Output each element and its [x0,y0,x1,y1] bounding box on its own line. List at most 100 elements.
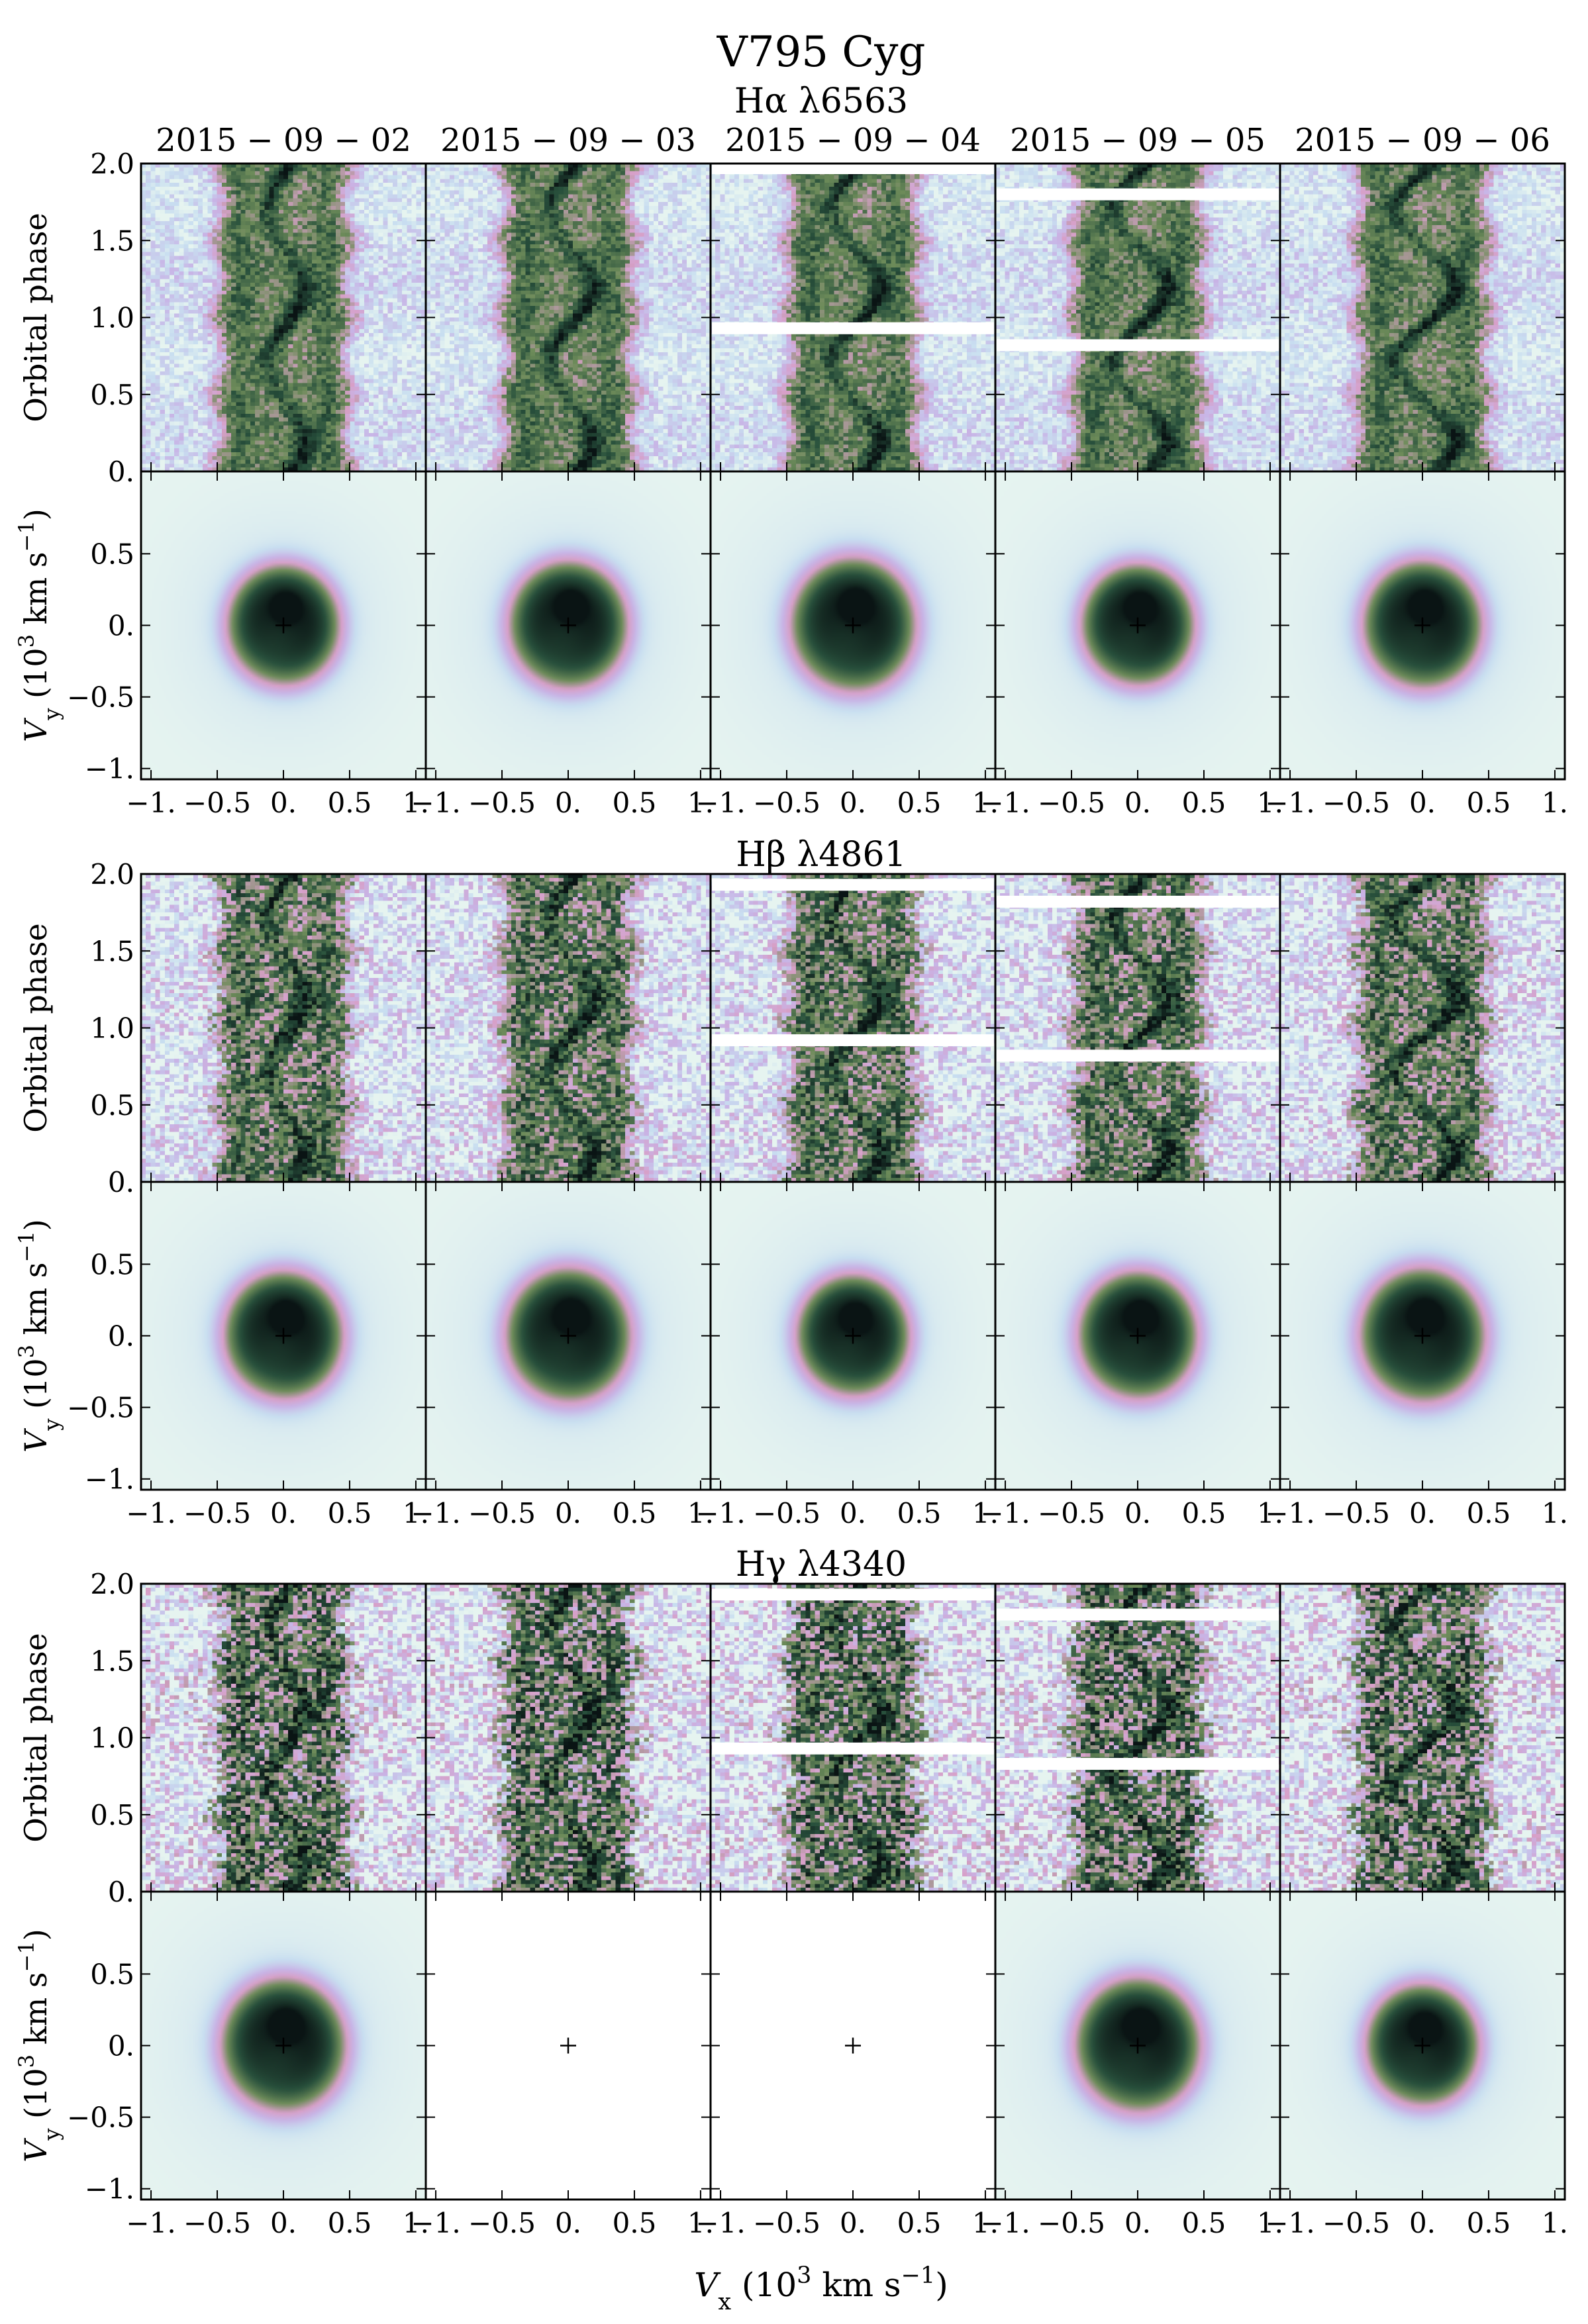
data-gap-bar [712,879,994,891]
vx-tick-label: −0.5 [753,1497,820,1529]
y-axis-label: Vy (103 km s−1) [14,1219,64,1453]
data-gap-bar [997,895,1279,908]
vx-tick-label: −1. [695,2207,745,2239]
vx-tick-label: 0.5 [1182,787,1226,819]
line-block: Hγ λ4340 Orbital phase Vy (103 km s−1) 0. 0.… [14,1545,1568,2239]
center-of-mass-marker [845,2037,861,2054]
center-of-mass-marker [1130,617,1146,634]
vy-tick-label: −1. [85,2173,134,2205]
line-block: Hβ λ4861 Orbital phase Vy (103 km s−1) 0. 0.… [14,835,1568,1529]
phase-tick-label: 1.5 [90,224,134,257]
vx-tick-label: 0. [840,2207,866,2239]
vy-tick-label: −1. [85,753,134,785]
vx-tick-label: 0.5 [1467,787,1511,819]
vx-tick-label: 0. [840,1497,866,1529]
y-axis-label-phase: Orbital phase [18,1633,54,1842]
trailed-spectrum [711,874,995,1182]
vy-tick-label: 0. [108,2030,134,2062]
vx-tick-label: 0. [1124,787,1151,819]
trailed-spectrum [426,874,711,1182]
vx-tick-label: 1. [1542,2207,1568,2239]
vx-tick-label: −1. [1265,1497,1315,1529]
trailed-spectrum [995,1584,1280,1892]
center-of-mass-marker [1414,617,1430,634]
vy-tick-label: −0.5 [67,681,134,714]
phase-tick-label: 0.5 [90,379,134,411]
vx-tick-label: 0. [555,787,581,819]
vy-tick-label: −1. [85,1463,134,1496]
date-label: 2015 − 09 − 04 [725,122,981,159]
vx-tick-label: 0.5 [328,787,372,819]
phase-tick-label: 0. [108,456,134,488]
vx-tick-label: −0.5 [753,2207,820,2239]
vx-tick-label: 0.5 [1467,2207,1511,2239]
vx-tick-label: −1. [1265,787,1315,819]
vx-tick-label: 1. [403,1497,429,1529]
vx-tick-label: −1. [411,1497,460,1529]
vx-tick-label: 0. [1409,787,1436,819]
center-of-mass-marker [1130,2037,1146,2054]
vx-tick-label: −0.5 [1322,787,1390,819]
vx-tick-label: 1. [1257,1497,1283,1529]
y-axis-label-phase: Orbital phase [18,213,54,422]
phase-tick-label: 1.0 [90,1722,134,1755]
vx-tick-label: 1. [687,787,714,819]
x-axis-label-text: Vx (103 km s−1) [694,2262,948,2315]
vx-tick-label: 1. [972,787,999,819]
vx-tick-label: 1. [972,2207,999,2239]
phase-tick-label: 0.5 [90,1089,134,1122]
vy-tick-label: 0.5 [90,1248,134,1281]
panel-grid: Hα λ6563 2015 − 09 − 02 2015 − 09 − 03 2015… [14,81,1568,2239]
vx-tick-label: −0.5 [753,787,820,819]
vx-tick-label: 1. [1257,2207,1283,2239]
phase-tick-label: 1.0 [90,302,134,334]
data-gap-bar [997,188,1279,201]
vx-tick-label: 1. [403,787,429,819]
data-gap-bar [997,1049,1279,1062]
center-of-mass-marker [560,1328,576,1344]
data-gap-bar [997,339,1279,352]
data-gap-bar [712,162,994,174]
phase-tick-label: 0. [108,1876,134,1908]
vx-tick-label: 0. [270,1497,297,1529]
vx-tick-label: 1. [687,1497,714,1529]
data-gap-bar [712,1034,994,1047]
vx-tick-label: 0.5 [328,1497,372,1529]
phase-tick-label: 1.5 [90,1645,134,1677]
data-gap-bar [712,322,994,334]
trailed-spectrum [1280,1584,1565,1892]
date-label: 2015 − 09 − 05 [1010,122,1265,159]
vx-tick-label: 0.5 [328,2207,372,2239]
vx-tick-label: 0. [270,2207,297,2239]
vx-tick-label: −0.5 [1322,1497,1390,1529]
phase-tick-label: 2.0 [90,1568,134,1600]
y-axis-label: Vy (103 km s−1) [14,508,64,742]
data-gap-bar [712,1588,994,1601]
center-of-mass-marker [845,1328,861,1344]
vx-tick-label: 0. [1124,2207,1151,2239]
vx-tick-label: −1. [126,787,175,819]
vy-tick-label: 0.5 [90,1958,134,1990]
vx-tick-label: −1. [411,2207,460,2239]
trailed-spectrum [995,874,1280,1182]
vx-tick-label: 0. [840,787,866,819]
vx-tick-label: 0. [555,2207,581,2239]
vx-tick-label: −0.5 [1038,787,1105,819]
vx-tick-label: 0.5 [897,787,942,819]
vx-tick-label: 0. [270,787,297,819]
figure-title: V795 Cyg [717,28,926,77]
vx-tick-label: 0. [555,1497,581,1529]
vx-tick-label: −0.5 [1038,2207,1105,2239]
data-gap-bar [997,1758,1279,1770]
vx-tick-label: −0.5 [183,787,251,819]
phase-tick-label: 0. [108,1166,134,1198]
line-block: Hα λ6563 2015 − 09 − 02 2015 − 09 − 03 2015… [14,81,1568,819]
y-axis-label-phase: Orbital phase [18,923,54,1132]
trailed-spectrum [1280,874,1565,1182]
line-header: Hβ λ4861 [736,835,906,875]
vx-tick-label: −1. [411,787,460,819]
phase-tick-label: 0.5 [90,1799,134,1831]
y-axis-label: Vy (103 km s−1) [14,1929,64,2162]
line-header: Hγ λ4340 [736,1545,907,1584]
